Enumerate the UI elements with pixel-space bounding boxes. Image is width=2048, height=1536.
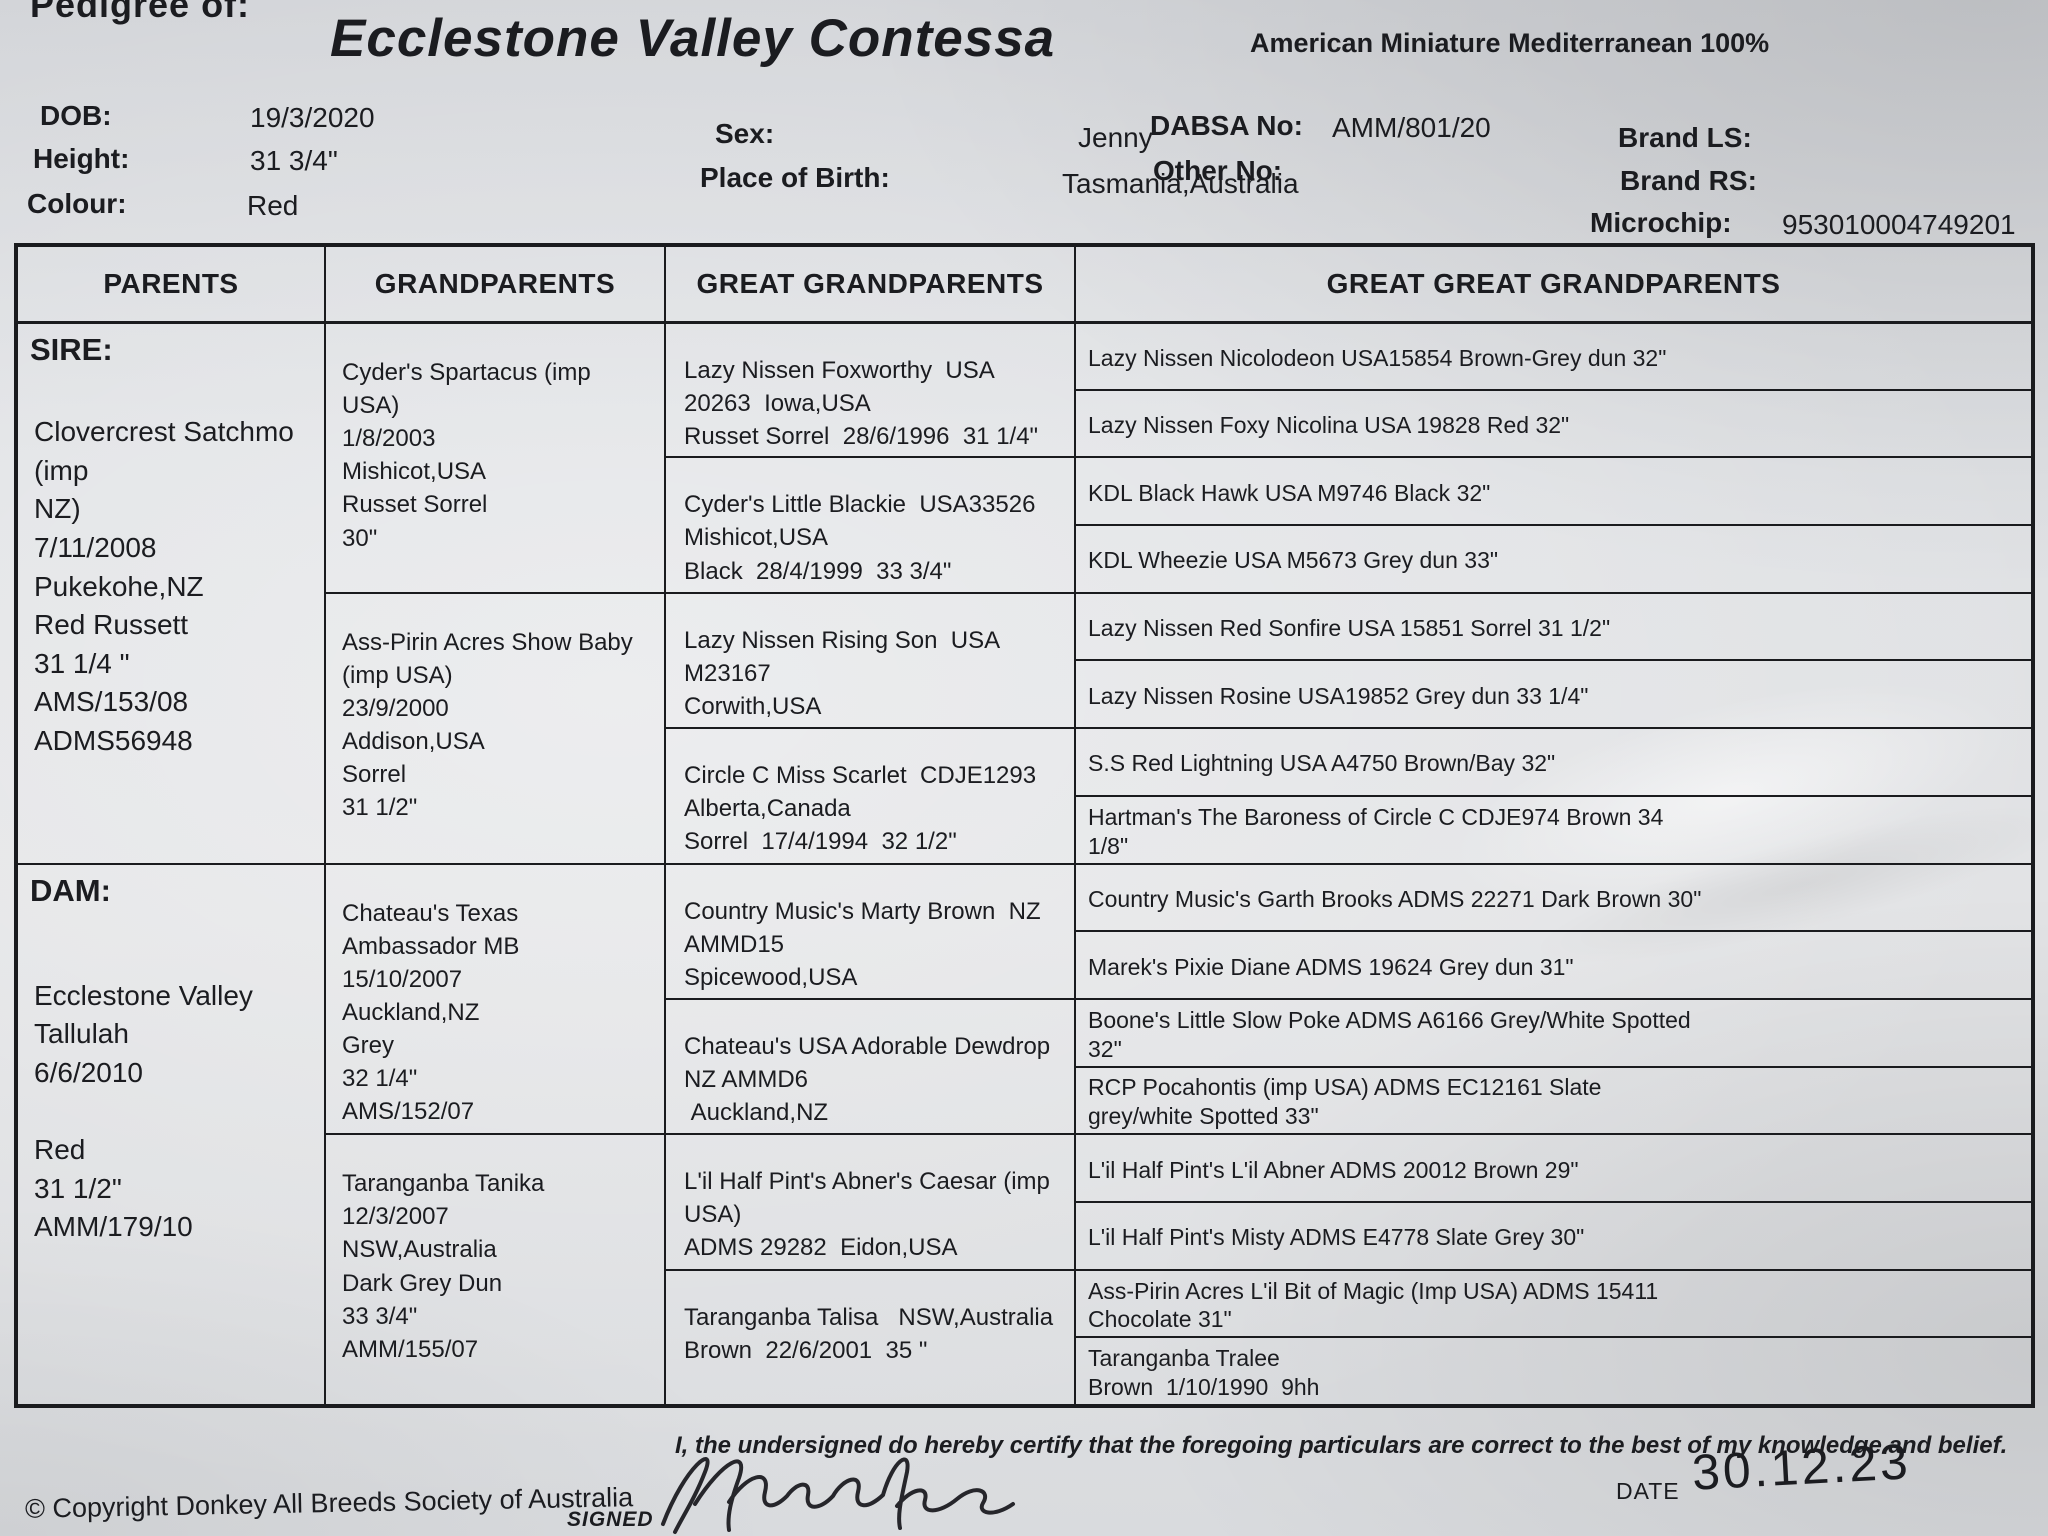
pedigree-of-label: Pedigree of: <box>30 0 251 25</box>
colour-value: Red <box>247 190 299 221</box>
great-great-grandparent-cell: RCP Pocahontis (imp USA) ADMS EC12161 Sl… <box>1074 1065 2031 1134</box>
col-header-parents: PARENTS <box>103 268 239 299</box>
microchip-label: Microchip: <box>1590 207 1732 238</box>
brand-ls-label: Brand LS: <box>1618 122 1752 153</box>
great-great-grandparent-cell: Lazy Nissen Nicolodeon USA15854 Brown-Gr… <box>1074 321 2031 389</box>
signature-ink <box>661 1457 1015 1534</box>
sire-label: SIRE: <box>30 332 113 367</box>
pedigree-table: PARENTS GRANDPARENTS GREAT GRANDPARENTS … <box>14 243 2035 1408</box>
great-grandparent-cell: Lazy Nissen Rising Son USA M23167 Corwit… <box>664 591 1074 728</box>
dam-details: Ecclestone Valley Tallulah 6/6/2010 Red … <box>34 979 253 1243</box>
height-label: Height: <box>33 143 130 174</box>
great-grandparent-cell: Taranganba Talisa NSW,Australia Brown 22… <box>664 1268 1074 1404</box>
great-grandparent-cell: Cyder's Little Blackie USA33526 Mishicot… <box>664 456 1074 592</box>
great-grandparent-cell: Lazy Nissen Foxworthy USA 20263 Iowa,USA… <box>664 321 1074 457</box>
dob-label: DOB: <box>40 100 112 131</box>
dob-value: 19/3/2020 <box>250 102 375 133</box>
great-great-grandparent-cell: Hartman's The Baroness of Circle C CDJE9… <box>1074 794 2031 863</box>
great-great-grandparent-cell: KDL Black Hawk USA M9746 Black 32" <box>1074 456 2031 525</box>
col-header-grandparents: GRANDPARENTS <box>324 247 664 321</box>
great-great-grandparent-cell: Boone's Little Slow Poke ADMS A6166 Grey… <box>1074 997 2031 1066</box>
great-great-grandparent-cell: Lazy Nissen Foxy Nicolina USA 19828 Red … <box>1074 388 2031 457</box>
great-great-grandparent-cell: Lazy Nissen Red Sonfire USA 15851 Sorrel… <box>1074 591 2031 660</box>
great-grandparent-cell: L'il Half Pint's Abner's Caesar (imp USA… <box>664 1133 1074 1269</box>
great-grandparent-cell: Chateau's USA Adorable Dewdrop NZ AMMD6 … <box>664 997 1074 1134</box>
grandparent-cell: Chateau's Texas Ambassador MB 15/10/2007… <box>324 862 664 1134</box>
great-great-grandparent-cell: Lazy Nissen Rosine USA19852 Grey dun 33 … <box>1074 659 2031 728</box>
place-of-birth-value: Tasmania,Australia <box>1062 168 1299 199</box>
great-grandparent-cell: Country Music's Marty Brown NZ AMMD15 Sp… <box>664 862 1074 998</box>
date-label: DATE <box>1616 1478 1680 1504</box>
microchip-value: 953010004749201 <box>1782 209 2016 240</box>
col-header-great-grandparents: GREAT GRANDPARENTS <box>664 247 1074 321</box>
great-great-grandparent-cell: Taranganba Tralee Brown 1/10/1990 9hh <box>1074 1336 2031 1404</box>
great-great-grandparent-cell: KDL Wheezie USA M5673 Grey dun 33" <box>1074 524 2031 592</box>
sire-details: Clovercrest Satchmo (imp NZ) 7/11/2008 P… <box>34 416 294 756</box>
col-header-great-great-grandparents: GREAT GREAT GRANDPARENTS <box>1074 247 2031 321</box>
brand-rs-label: Brand RS: <box>1620 165 1757 196</box>
page-title: Ecclestone Valley Contessa <box>330 9 1056 68</box>
grandparent-cell: Ass-Pirin Acres Show Baby (imp USA) 23/9… <box>324 591 664 863</box>
copyright-notice: © Copyright Donkey All Breeds Society of… <box>24 1482 634 1524</box>
grandparent-cell: Taranganba Tanika 12/3/2007 NSW,Australi… <box>324 1133 664 1404</box>
dabsa-no-value: AMM/801/20 <box>1332 112 1491 143</box>
sex-value: Jenny <box>1078 122 1153 153</box>
colour-label: Colour: <box>27 188 127 219</box>
great-great-grandparent-cell: Ass-Pirin Acres L'il Bit of Magic (Imp U… <box>1074 1268 2031 1337</box>
great-great-grandparent-cell: Marek's Pixie Diane ADMS 19624 Grey dun … <box>1074 930 2031 998</box>
grandparent-cell: Cyder's Spartacus (imp USA) 1/8/2003 Mis… <box>324 321 664 592</box>
great-great-grandparent-cell: L'il Half Pint's Misty ADMS E4778 Slate … <box>1074 1200 2031 1269</box>
sire-cell: SIRE: Clovercrest Satchmo (imp NZ) 7/11/… <box>18 321 324 863</box>
dam-cell: DAM: Ecclestone Valley Tallulah 6/6/2010… <box>18 862 324 1405</box>
great-great-grandparent-cell: Country Music's Garth Brooks ADMS 22271 … <box>1074 862 2031 931</box>
other-no-label: Other No: <box>1153 155 1283 186</box>
great-great-grandparent-cell: L'il Half Pint's L'il Abner ADMS 20012 B… <box>1074 1133 2031 1201</box>
sex-label: Sex: <box>715 118 775 149</box>
date-value: 30.12.23 <box>1690 1433 1912 1501</box>
height-value: 31 3/4" <box>250 145 338 176</box>
certification-statement: I, the undersigned do hereby certify tha… <box>675 1432 2008 1459</box>
dam-label: DAM: <box>30 872 111 908</box>
dabsa-no-label: DABSA No: <box>1150 110 1303 141</box>
great-grandparent-cell: Circle C Miss Scarlet CDJE1293 Alberta,C… <box>664 727 1074 863</box>
signed-label: SIGNED <box>567 1508 654 1531</box>
signature <box>645 1440 1165 1536</box>
great-great-grandparent-cell: S.S Red Lightning USA A4750 Brown/Bay 32… <box>1074 727 2031 795</box>
place-of-birth-label: Place of Birth: <box>700 162 890 193</box>
breed-label: American Miniature Mediterranean 100% <box>1250 28 1770 58</box>
